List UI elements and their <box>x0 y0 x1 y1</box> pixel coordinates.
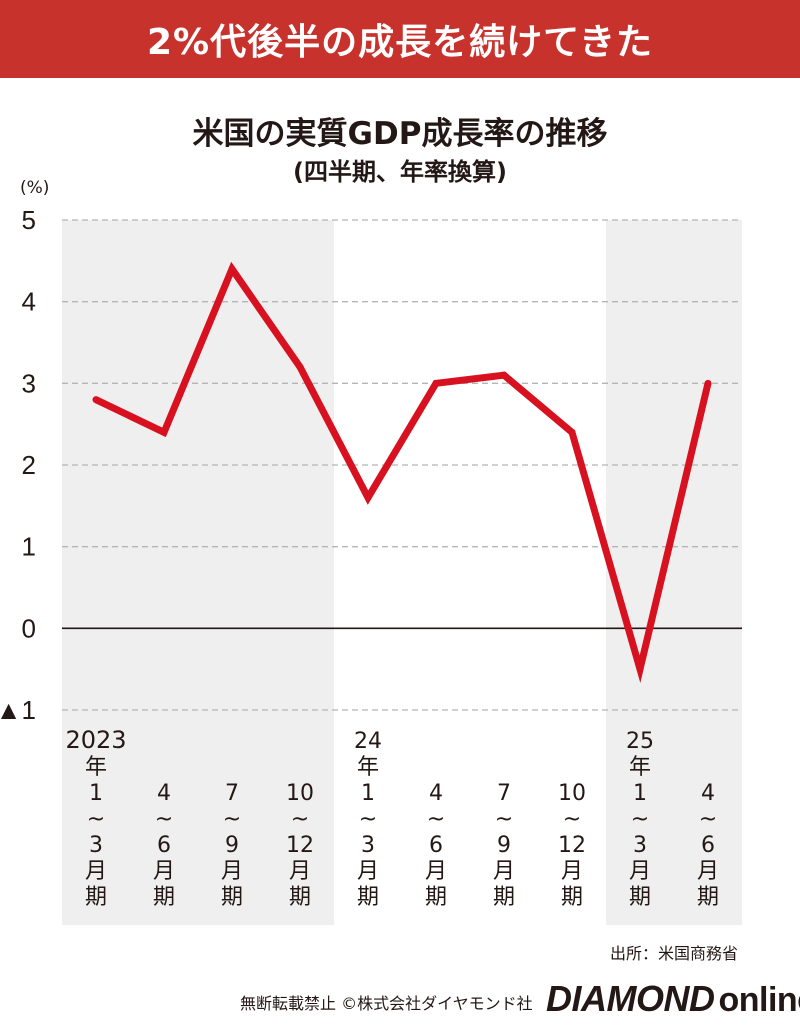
x-category-label: 期 <box>629 885 651 910</box>
x-category-label: 2023 <box>65 726 126 754</box>
x-category-label: 期 <box>425 885 447 910</box>
x-category-label: 月 <box>697 859 719 884</box>
x-category-label: 年 <box>357 755 379 780</box>
x-category-label: ~ <box>631 807 649 832</box>
x-category-label: 期 <box>561 885 583 910</box>
x-category-label: 期 <box>221 885 243 910</box>
source-note: 出所：米国商務省 <box>609 944 738 963</box>
y-axis-unit-label: (%) <box>20 178 50 198</box>
y-tick-label: 3 <box>22 368 36 398</box>
data-point <box>92 396 100 404</box>
copyright-notice: 無断転載禁止 ©株式会社ダイヤモンド社 <box>240 994 533 1013</box>
x-category-label: 3 <box>633 833 647 858</box>
data-point <box>160 428 168 436</box>
x-category-label: 期 <box>289 885 311 910</box>
x-category-label: 月 <box>493 859 515 884</box>
x-category-label: 4 <box>157 781 171 806</box>
x-category-label: 6 <box>429 833 443 858</box>
x-category-label: 10 <box>286 781 314 806</box>
y-tick-label: 4 <box>22 287 36 317</box>
x-category-label: 年 <box>85 755 107 780</box>
y-tick-label: 1 <box>22 532 36 562</box>
data-point <box>364 494 372 502</box>
data-point <box>636 665 644 673</box>
x-category-label: 24 <box>354 729 382 754</box>
brand-logo-sub: online <box>718 981 800 1019</box>
x-category-label: 期 <box>357 885 379 910</box>
headline-text: 2%代後半の成長を続けてきた <box>146 22 654 63</box>
x-category-label: ~ <box>359 807 377 832</box>
x-category-label: 期 <box>153 885 175 910</box>
x-category-label: ~ <box>563 807 581 832</box>
x-category-label: ~ <box>427 807 445 832</box>
x-category-label: 6 <box>157 833 171 858</box>
data-point <box>432 379 440 387</box>
x-category-label: 月 <box>629 859 651 884</box>
x-category-label: 1 <box>89 781 103 806</box>
x-category-label: 7 <box>225 781 239 806</box>
x-category-label: ~ <box>291 807 309 832</box>
chart-subtitle: (四半期、年率換算) <box>293 158 507 186</box>
x-category-label: 3 <box>361 833 375 858</box>
x-category-label: 25 <box>626 729 654 754</box>
shaded-band-0 <box>62 220 334 925</box>
x-category-label: 期 <box>697 885 719 910</box>
x-category-label: 月 <box>289 859 311 884</box>
y-tick-label: 0 <box>22 613 36 643</box>
x-category-label: 10 <box>558 781 586 806</box>
data-point <box>568 428 576 436</box>
x-category-label: 6 <box>701 833 715 858</box>
data-point <box>296 363 304 371</box>
y-tick-label: 2 <box>22 450 36 480</box>
x-category-label: ~ <box>155 807 173 832</box>
x-category-label: 月 <box>221 859 243 884</box>
series-line-0 <box>94 261 712 683</box>
brand-logo: DIAMONDonline <box>546 979 800 1020</box>
x-category-label: 9 <box>497 833 511 858</box>
x-category-label: 12 <box>286 833 314 858</box>
x-category-label: 4 <box>429 781 443 806</box>
x-category-label: 期 <box>493 885 515 910</box>
shaded-band-1 <box>606 220 742 925</box>
x-category-label: 月 <box>153 859 175 884</box>
headline-banner: 2%代後半の成長を続けてきた <box>0 0 800 78</box>
chart-title: 米国の実質GDP成長率の推移 <box>192 116 608 152</box>
x-category-label: 月 <box>425 859 447 884</box>
x-category-label: ~ <box>223 807 241 832</box>
x-category-label: 3 <box>89 833 103 858</box>
x-category-label: 9 <box>225 833 239 858</box>
data-point <box>500 371 508 379</box>
x-category-label: 7 <box>497 781 511 806</box>
x-category-label: 12 <box>558 833 586 858</box>
x-category-label: ~ <box>495 807 513 832</box>
x-category-label: 4 <box>701 781 715 806</box>
x-category-label: 期 <box>85 885 107 910</box>
x-category-label: 1 <box>361 781 375 806</box>
x-category-label: ~ <box>699 807 717 832</box>
x-category-label: 年 <box>629 755 651 780</box>
x-category-label: ~ <box>87 807 105 832</box>
x-category-label: 1 <box>633 781 647 806</box>
x-category-label: 月 <box>357 859 379 884</box>
data-point <box>704 379 712 387</box>
y-tick-label: ▲1 <box>0 695 36 725</box>
y-tick-label: 5 <box>22 205 36 235</box>
data-point <box>228 265 236 273</box>
x-category-label: 月 <box>561 859 583 884</box>
brand-logo-main: DIAMOND <box>546 978 715 1019</box>
x-category-label: 月 <box>85 859 107 884</box>
